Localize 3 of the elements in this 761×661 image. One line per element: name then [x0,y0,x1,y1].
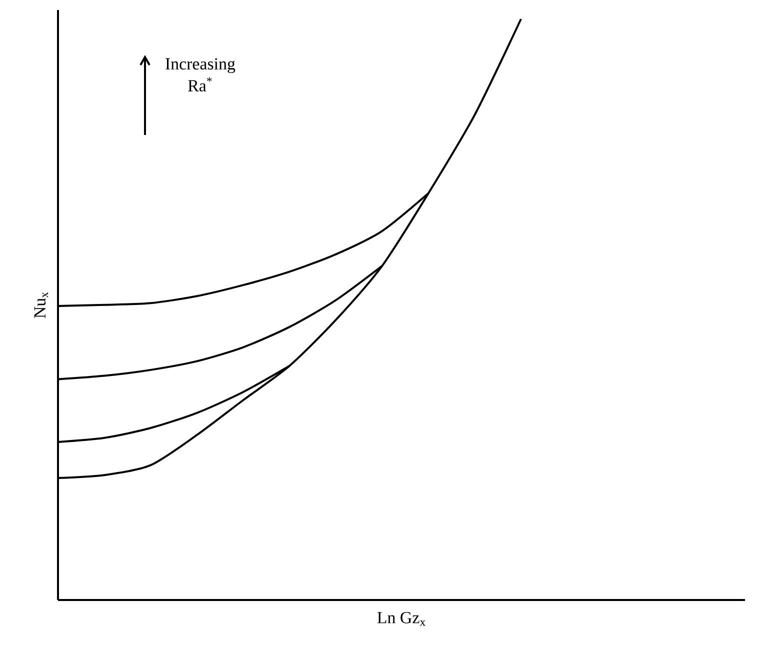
y-axis-title: Nu$_{x}$ [34,292,48,318]
annotation: Increasing Ra$^{*}$ [166,58,236,92]
x-axis-title: Ln Gz$_{x}$ [377,612,426,626]
